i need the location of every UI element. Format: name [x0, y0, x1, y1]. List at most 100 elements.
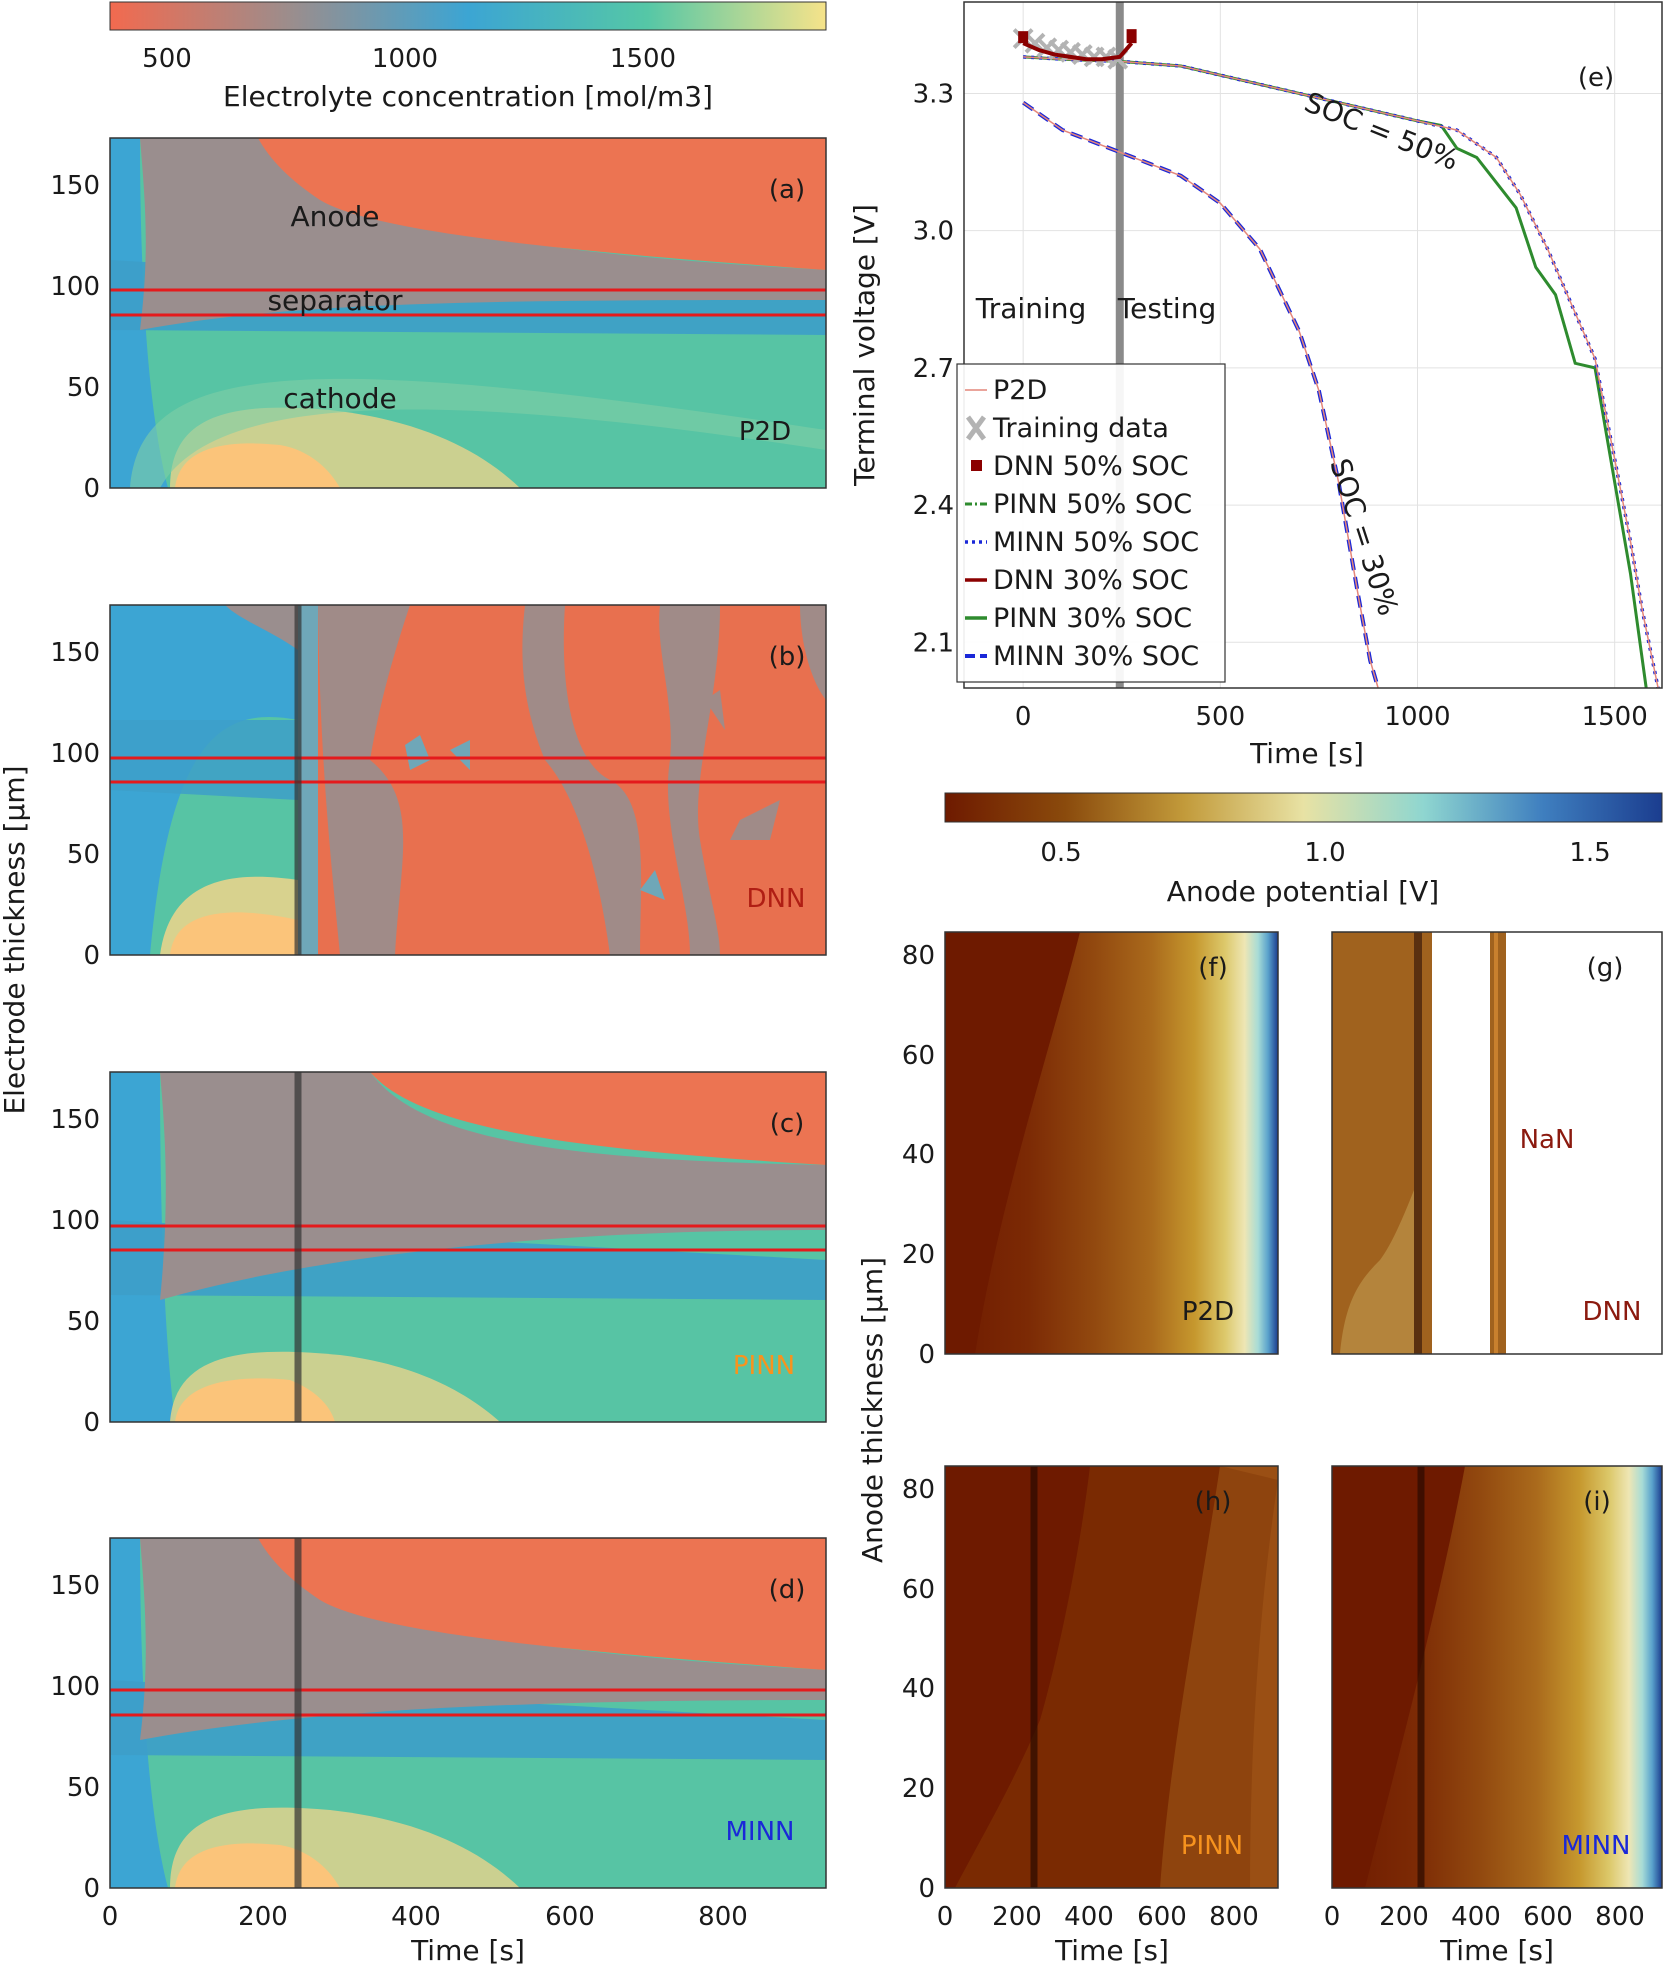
panel-c: (c) PINN [109, 1071, 827, 1423]
panel-tag-a: (a) [769, 175, 805, 205]
nan-label: NaN [1520, 1125, 1575, 1155]
panel-i: (i) MINN [1331, 1465, 1663, 1889]
colorbar-potential: 0.5 1.0 1.5 Anode potential [V] [944, 792, 1663, 908]
ytick-d-100: 100 [50, 1672, 100, 1702]
voltage-ticks: 0 500 1000 1500 2.1 2.4 2.7 3.0 3.3 [913, 79, 1648, 732]
xtick-d-600: 600 [545, 1902, 595, 1932]
xtick-h-400: 400 [1064, 1902, 1114, 1932]
voltage-xlabel: Time [s] [1249, 737, 1364, 770]
separator-region-label: separator [267, 284, 403, 317]
voltage-ylabel: Terminal voltage [V] [848, 204, 881, 487]
pot-xlabel-i: Time [s] [1439, 1934, 1554, 1967]
panel-d: (d) MINN [109, 1537, 827, 1889]
panel-model-f: P2D [1182, 1297, 1234, 1327]
xtick-h-600: 600 [1137, 1902, 1187, 1932]
xtick-i-600: 600 [1523, 1902, 1573, 1932]
xtick-d-800: 800 [698, 1902, 748, 1932]
ytick-c-150: 150 [50, 1105, 100, 1135]
ytick-d-50: 50 [67, 1773, 100, 1803]
panel-f: (f) P2D [944, 931, 1279, 1355]
ytick-h-60: 60 [902, 1575, 935, 1605]
legend-label: Training data [992, 413, 1169, 444]
legend-entry: DNN 30% SOC [965, 565, 1189, 596]
panel-tag-c: (c) [770, 1109, 805, 1139]
panel-tag-b: (b) [769, 642, 806, 672]
voltage-xtick-2: 1000 [1384, 702, 1450, 732]
voltage-chart: 0 500 1000 1500 2.1 2.4 2.7 3.0 3.3 (e) Training… [848, 1, 1663, 770]
ytick-a-100: 100 [50, 272, 100, 302]
legend-entry: PINN 30% SOC [965, 603, 1192, 634]
voltage-legend: P2D Training data DNN 50% SOC PINN 50% SOC M… [956, 363, 1226, 683]
ytick-a-150: 150 [50, 171, 100, 201]
xtick-i-800: 800 [1595, 1902, 1645, 1932]
legend-label: P2D [993, 375, 1047, 406]
colorbar-concentration: 500 1000 1500 Electrolyte concentration … [109, 1, 827, 113]
panel-tag-d: (d) [769, 1575, 806, 1605]
testing-label: Testing [1117, 292, 1216, 325]
soc50-curve-label: SOC = 50% [1300, 85, 1463, 177]
legend-entry: PINN 50% SOC [965, 489, 1192, 520]
voltage-ytick-3: 3.0 [913, 217, 954, 247]
ytick-h-40: 40 [902, 1674, 935, 1704]
panel-model-i: MINN [1562, 1831, 1631, 1861]
legend-entry: Training data [965, 413, 1169, 444]
colorbar-concentration-bar [109, 1, 827, 31]
colorbar-concentration-tick-2: 1500 [610, 44, 676, 74]
legend-label: DNN 50% SOC [993, 451, 1189, 482]
ytick-c-50: 50 [67, 1307, 100, 1337]
ytick-f-80: 80 [902, 941, 935, 971]
panel-tag-e: (e) [1578, 63, 1614, 93]
dnn-50-marker [1018, 31, 1029, 44]
conc-ylabel: Electrode thickness [μm] [0, 765, 31, 1114]
ytick-h-80: 80 [902, 1475, 935, 1505]
ytick-d-0: 0 [83, 1874, 100, 1904]
pot-xlabel-h: Time [s] [1054, 1934, 1169, 1967]
legend-entry: MINN 30% SOC [965, 641, 1199, 672]
ytick-b-100: 100 [50, 739, 100, 769]
ytick-b-150: 150 [50, 638, 100, 668]
colorbar-potential-tick-2: 1.5 [1569, 838, 1610, 868]
ytick-f-0: 0 [918, 1340, 935, 1370]
legend-entry: MINN 50% SOC [965, 527, 1199, 558]
training-label: Training [975, 292, 1086, 325]
legend-label: MINN 50% SOC [993, 527, 1199, 558]
voltage-ytick-1: 2.4 [913, 491, 954, 521]
colorbar-potential-tick-0: 0.5 [1040, 838, 1081, 868]
panel-a: Anode separator cathode (a) P2D [109, 137, 827, 489]
voltage-ytick-4: 3.3 [913, 79, 954, 109]
colorbar-concentration-label: Electrolyte concentration [mol/m3] [223, 80, 713, 113]
ytick-b-0: 0 [83, 941, 100, 971]
panel-g: (g) NaN DNN [1331, 931, 1663, 1355]
voltage-curves [1012, 2, 1660, 689]
ytick-a-50: 50 [67, 373, 100, 403]
panel-tag-i: (i) [1583, 1487, 1611, 1517]
xtick-i-400: 400 [1451, 1902, 1501, 1932]
legend-label: PINN 50% SOC [993, 489, 1192, 520]
panel-model-g: DNN [1583, 1297, 1642, 1327]
xtick-i-0: 0 [1324, 1902, 1341, 1932]
xtick-d-400: 400 [391, 1902, 441, 1932]
xtick-h-200: 200 [992, 1902, 1042, 1932]
voltage-ytick-2: 2.7 [913, 354, 954, 384]
dnn-30-line [1022, 41, 1134, 62]
panel-model-d: MINN [726, 1817, 795, 1847]
voltage-ytick-0: 2.1 [913, 628, 954, 658]
p2d-30-line [1022, 101, 1379, 689]
cathode-region-label: cathode [283, 382, 396, 415]
panel-tag-f: (f) [1198, 953, 1227, 983]
legend-label: MINN 30% SOC [993, 641, 1199, 672]
ytick-c-0: 0 [83, 1408, 100, 1438]
p2d-50-line [1023, 56, 1659, 689]
voltage-xtick-3: 1500 [1582, 702, 1648, 732]
dnn-50-marker [1126, 29, 1137, 44]
xtick-h-800: 800 [1209, 1902, 1259, 1932]
ytick-d-150: 150 [50, 1571, 100, 1601]
ytick-f-20: 20 [902, 1240, 935, 1270]
panel-model-c: PINN [733, 1351, 795, 1381]
conc-xlabel: Time [s] [410, 1934, 525, 1967]
panel-h: (h) PINN [944, 1465, 1279, 1889]
xtick-h-0: 0 [937, 1902, 954, 1932]
pot-axes: 0 20 40 60 80 0 20 40 60 80 0 200 400 60… [856, 941, 1645, 1967]
colorbar-concentration-tick-0: 500 [142, 44, 192, 74]
